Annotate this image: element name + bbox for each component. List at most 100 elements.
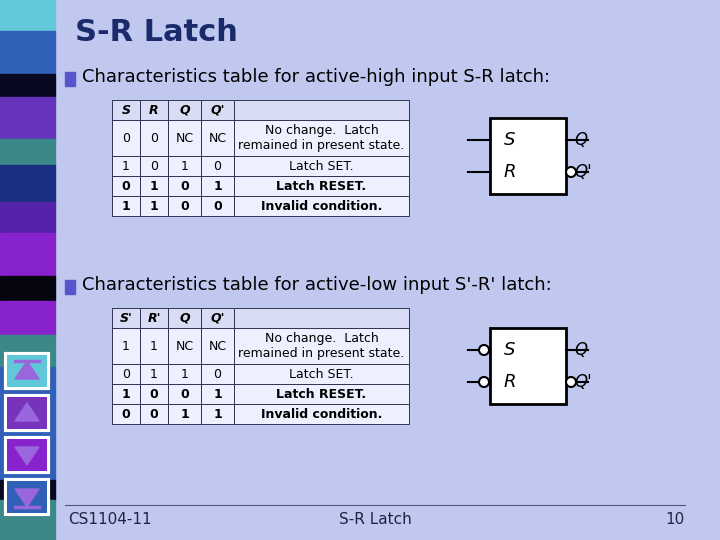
Text: Latch RESET.: Latch RESET.	[276, 179, 366, 192]
Circle shape	[479, 377, 489, 387]
Polygon shape	[15, 489, 39, 507]
Text: 1: 1	[213, 408, 222, 421]
Text: 0: 0	[214, 159, 222, 172]
Bar	[168, 364, 201, 384]
Text: Latch SET.: Latch SET.	[289, 368, 354, 381]
Bar	[5, 353, 49, 389]
Bar	[0, 276, 55, 301]
Bar	[234, 404, 409, 424]
Bar	[168, 176, 201, 196]
Bar	[201, 156, 234, 176]
Text: No change.  Latch
remained in present state.: No change. Latch remained in present sta…	[238, 332, 405, 360]
Bar	[65, 72, 75, 86]
Bar	[201, 364, 234, 384]
Text: 0: 0	[214, 368, 222, 381]
Text: 1: 1	[181, 159, 189, 172]
Bar	[112, 328, 140, 364]
Text: Latch RESET.: Latch RESET.	[276, 388, 366, 401]
Bar	[168, 156, 201, 176]
Text: Q: Q	[574, 131, 587, 149]
Bar	[0, 74, 55, 97]
Bar	[168, 404, 201, 424]
Bar	[0, 233, 55, 276]
Text: Characteristics table for active-low input S'-R' latch:: Characteristics table for active-low inp…	[82, 276, 552, 294]
Text: 10: 10	[666, 512, 685, 527]
Bar	[234, 308, 409, 328]
Bar	[5, 479, 49, 515]
Text: 0: 0	[122, 368, 130, 381]
Bar	[5, 395, 49, 431]
Bar	[201, 100, 234, 120]
Bar	[112, 156, 140, 176]
Bar	[5, 353, 49, 389]
Bar	[201, 196, 234, 216]
Text: Invalid condition.: Invalid condition.	[261, 199, 382, 213]
Circle shape	[566, 167, 576, 177]
Bar	[0, 202, 55, 233]
Bar	[112, 404, 140, 424]
Bar	[168, 328, 201, 364]
Text: NC: NC	[176, 340, 194, 353]
Bar	[234, 384, 409, 404]
Text: Q: Q	[179, 104, 190, 117]
Bar	[140, 100, 168, 120]
Bar	[140, 308, 168, 328]
Text: S-R Latch: S-R Latch	[338, 512, 411, 527]
Bar	[168, 384, 201, 404]
Text: 1: 1	[122, 199, 130, 213]
Bar	[140, 384, 168, 404]
Bar	[201, 176, 234, 196]
Bar	[112, 196, 140, 216]
Bar	[5, 437, 49, 473]
Text: 1: 1	[150, 368, 158, 381]
Bar	[112, 100, 140, 120]
Text: 0: 0	[213, 199, 222, 213]
Bar	[112, 308, 140, 328]
Text: 0: 0	[122, 132, 130, 145]
Bar	[112, 120, 140, 156]
Circle shape	[479, 345, 489, 355]
Bar	[140, 404, 168, 424]
Bar	[0, 165, 55, 202]
Bar	[234, 328, 409, 364]
Bar	[0, 301, 55, 335]
Text: 1: 1	[122, 159, 130, 172]
Polygon shape	[15, 403, 39, 421]
Bar	[0, 335, 55, 367]
Bar	[140, 156, 168, 176]
Text: 0: 0	[150, 408, 158, 421]
Text: NC: NC	[208, 132, 227, 145]
Bar	[0, 97, 55, 139]
Bar	[0, 139, 55, 165]
Bar	[7, 397, 47, 429]
Text: Q': Q'	[574, 373, 592, 391]
Text: Characteristics table for active-high input S-R latch:: Characteristics table for active-high in…	[82, 68, 550, 86]
Bar	[0, 480, 55, 500]
Polygon shape	[15, 361, 39, 379]
Text: 0: 0	[122, 408, 130, 421]
Text: R: R	[149, 104, 159, 117]
Text: 1: 1	[150, 199, 158, 213]
Bar	[201, 404, 234, 424]
Text: Q': Q'	[210, 104, 225, 117]
Bar	[112, 384, 140, 404]
Text: Latch SET.: Latch SET.	[289, 159, 354, 172]
Text: Q: Q	[574, 341, 587, 359]
Text: 1: 1	[213, 179, 222, 192]
Bar	[168, 120, 201, 156]
Bar	[168, 100, 201, 120]
Text: 1: 1	[122, 340, 130, 353]
Text: 1: 1	[213, 388, 222, 401]
Bar	[140, 328, 168, 364]
Bar	[7, 355, 47, 387]
Bar	[5, 479, 49, 515]
Bar	[201, 328, 234, 364]
Text: S: S	[504, 341, 516, 359]
Text: Q': Q'	[210, 312, 225, 325]
Text: No change.  Latch
remained in present state.: No change. Latch remained in present sta…	[238, 124, 405, 152]
Text: S: S	[122, 104, 130, 117]
Text: 0: 0	[180, 179, 189, 192]
Bar	[234, 196, 409, 216]
Text: 1: 1	[150, 179, 158, 192]
Bar	[0, 0, 55, 31]
